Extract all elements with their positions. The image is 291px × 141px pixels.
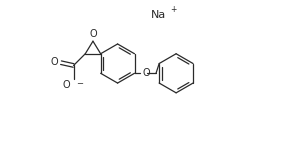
Text: +: + — [171, 5, 177, 14]
Text: O: O — [63, 80, 70, 90]
Text: Na: Na — [151, 10, 166, 20]
Text: O: O — [89, 29, 97, 39]
Text: O: O — [142, 68, 150, 78]
Text: O: O — [51, 57, 58, 67]
Text: −: − — [76, 79, 83, 88]
